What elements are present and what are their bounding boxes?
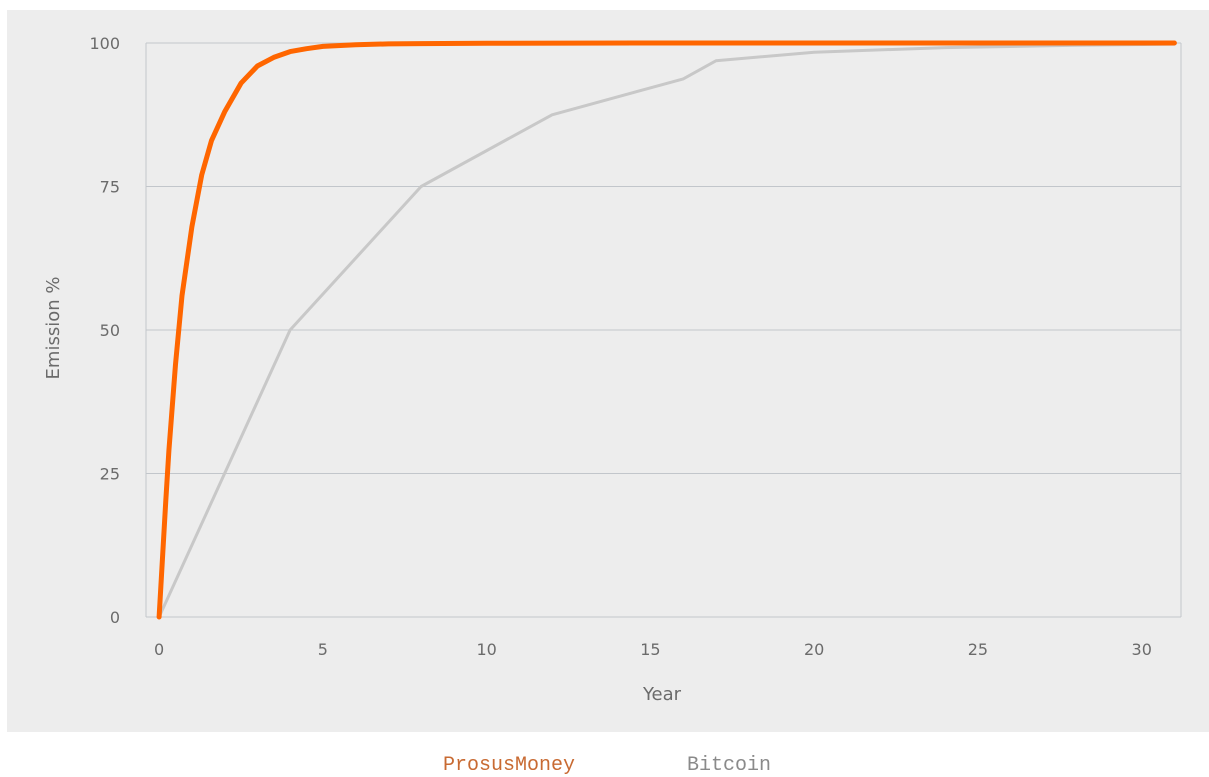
y-tick-label: 75 [100,178,120,197]
legend-item-prosusmoney[interactable]: ProsusMoney [443,754,576,777]
x-tick-labels: 0 5 10 15 20 25 30 [154,640,1152,659]
y-tick-label: 50 [100,321,120,340]
series-line-bitcoin [157,42,1176,619]
x-tick-label: 15 [640,640,660,659]
x-tick-label: 0 [154,640,164,659]
y-tick-labels: 0 25 50 75 100 [89,34,120,627]
x-tick-label: 20 [804,640,824,659]
grid-lines [145,42,1182,618]
legend-item-bitcoin[interactable]: Bitcoin [687,754,772,777]
series-line-prosusmoney [156,40,1177,620]
x-tick-label: 5 [318,640,328,659]
y-tick-label: 0 [110,608,120,627]
series-lines [156,40,1177,620]
x-axis-title: Year [642,684,682,705]
x-tick-label: 30 [1132,640,1152,659]
chart-panel: 0 25 50 75 100 0 5 10 15 20 25 30 Year Emission % [7,10,1209,732]
y-axis-title: Emission % [43,277,64,380]
chart-legend: ProsusMoney Bitcoin [0,756,1209,776]
x-tick-label: 25 [968,640,988,659]
y-tick-label: 25 [100,465,120,484]
x-tick-label: 10 [476,640,496,659]
emission-chart: 0 25 50 75 100 0 5 10 15 20 25 30 Year Emission % [43,34,1182,705]
y-tick-label: 100 [89,34,120,53]
